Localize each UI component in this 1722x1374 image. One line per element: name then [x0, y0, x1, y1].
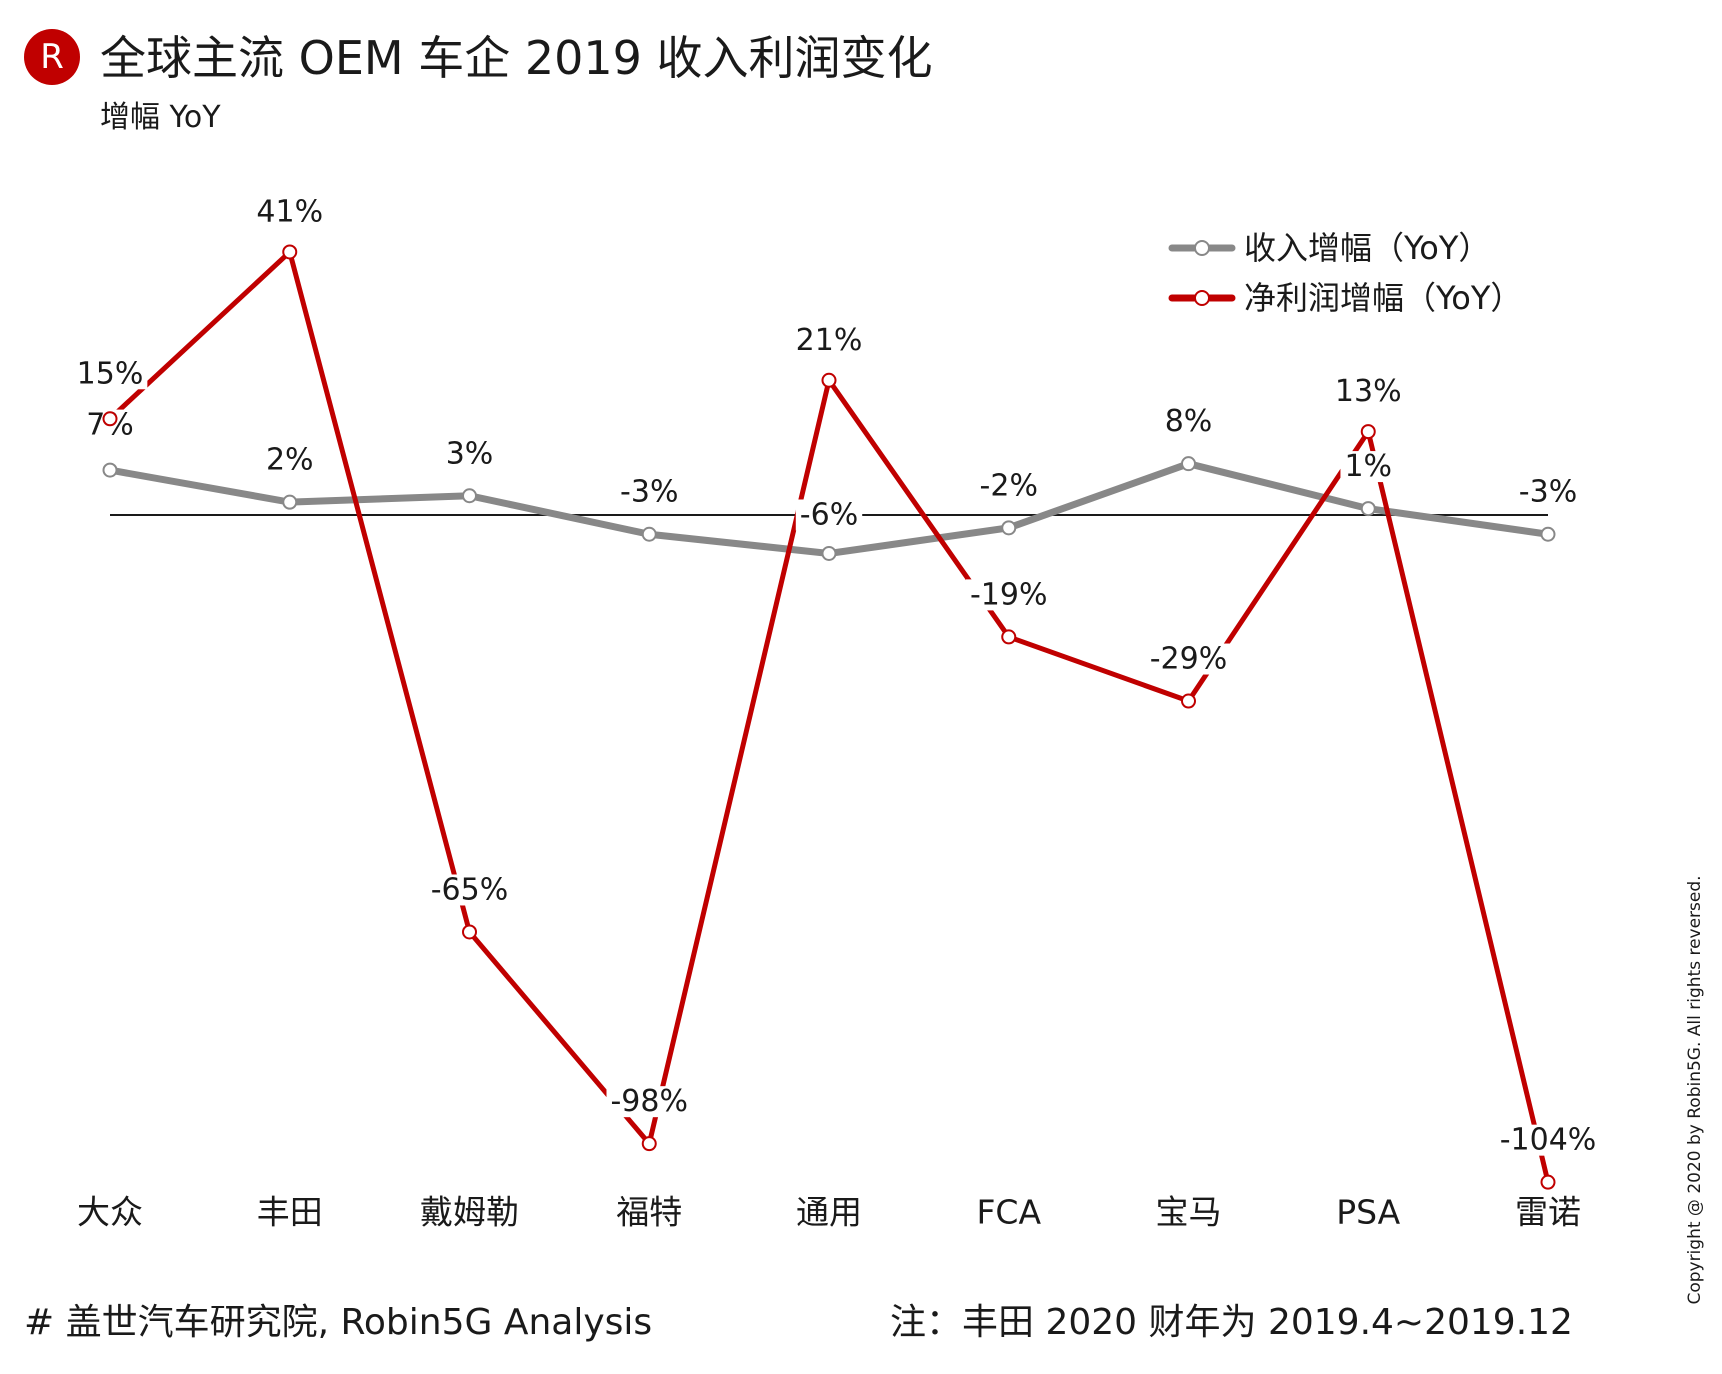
profit-point-1 [282, 244, 298, 260]
profit-label-5: -19% [965, 577, 1052, 612]
x-tick-label: 通用 [796, 1193, 862, 1232]
revenue-label-7: 1% [1340, 449, 1397, 484]
profit-label-0: 15% [72, 356, 148, 391]
data-label: 41% [256, 194, 323, 229]
label-background [441, 438, 498, 470]
revenue-label-1: 2% [261, 443, 318, 478]
profit-point-2 [462, 924, 477, 940]
profit-label-4: 21% [791, 323, 867, 358]
copyright-text: Copyright @ 2020 by Robin5G. All rights … [1685, 875, 1705, 1305]
profit-point-3 [641, 1136, 657, 1152]
data-label: -2% [980, 468, 1038, 503]
revenue-point-4 [821, 545, 837, 561]
legend-item-1: 净利润增幅（YoY） [1168, 279, 1522, 317]
legend-item-0: 收入增幅（YoY） [1168, 229, 1490, 267]
data-label: -3% [1519, 475, 1577, 510]
data-label: 21% [796, 323, 863, 358]
revenue-label-4: -6% [795, 498, 863, 533]
label-background [795, 499, 863, 531]
x-tick-label: 宝马 [1156, 1193, 1222, 1232]
profit-label-6: -29% [1145, 642, 1232, 677]
data-label: -104% [1500, 1123, 1597, 1158]
x-tick-label: 大众 [77, 1193, 143, 1232]
legend-label: 净利润增幅（YoY） [1244, 279, 1522, 317]
profit-label-1: 41% [252, 194, 328, 229]
revenue-point-5 [1001, 520, 1017, 536]
revenue-point-1 [282, 494, 298, 510]
revenue-point-3 [641, 526, 657, 542]
revenue-label-5: -2% [975, 468, 1042, 503]
label-background [1330, 376, 1406, 408]
label-background [1495, 1124, 1601, 1156]
revenue-point-6 [1181, 456, 1196, 472]
x-tick-label: PSA [1336, 1193, 1400, 1232]
data-label: 8% [1165, 404, 1213, 439]
x-tick-label: 福特 [616, 1193, 682, 1232]
profit-point-5 [1001, 629, 1017, 645]
profit-label-2: -65% [426, 872, 513, 907]
profit-label-7: 13% [1330, 374, 1406, 409]
x-tick-label: 雷诺 [1515, 1193, 1581, 1232]
label-background [261, 444, 318, 476]
data-label: 15% [77, 356, 144, 391]
profit-label-3: -98% [606, 1084, 693, 1119]
data-label: 2% [266, 443, 314, 478]
legend-marker-icon [1194, 290, 1210, 306]
data-label: -6% [800, 498, 858, 533]
revenue-point-0 [102, 462, 118, 478]
profit-point-0 [102, 411, 118, 427]
data-label: 3% [446, 436, 494, 471]
data-label: -19% [970, 577, 1048, 612]
revenue-point-7 [1360, 501, 1376, 517]
x-tick-label: FCA [976, 1193, 1041, 1232]
label-background [975, 470, 1042, 502]
revenue-label-6: 8% [1160, 404, 1217, 439]
revenue-label-8: -3% [1514, 475, 1582, 510]
label-background [965, 579, 1052, 611]
revenue-point-8 [1540, 526, 1556, 542]
label-background [426, 874, 513, 906]
revenue-label-2: 3% [441, 436, 498, 471]
revenue-label-3: -3% [616, 475, 683, 510]
data-label: 1% [1344, 449, 1392, 484]
footnote: 注：丰田 2020 财年为 2019.4~2019.12 [890, 1302, 1573, 1343]
profit-label-8: -104% [1495, 1123, 1601, 1158]
data-label: -65% [431, 872, 509, 907]
chart-title: 全球主流 OEM 车企 2019 收入利润变化 [100, 31, 933, 85]
legend-marker-icon [1194, 240, 1210, 256]
source-note: # 盖世汽车研究院, Robin5G Analysis [24, 1302, 653, 1343]
label-background [616, 476, 683, 508]
profit-point-6 [1181, 693, 1196, 709]
label-background [1514, 476, 1582, 508]
label-background [72, 358, 148, 390]
label-background [1160, 406, 1217, 438]
x-tick-label: 丰田 [257, 1193, 323, 1232]
label-background [1340, 451, 1397, 483]
legend-label: 收入增幅（YoY） [1244, 229, 1490, 267]
brand-logo: R [24, 29, 80, 85]
data-label: 13% [1335, 374, 1402, 409]
profit-point-7 [1360, 424, 1376, 440]
label-background [606, 1086, 693, 1118]
data-label: -98% [610, 1084, 688, 1119]
label-background [1145, 643, 1232, 675]
legend: 收入增幅（YoY） 净利润增幅（YoY） [1168, 229, 1522, 317]
profit-point-4 [821, 372, 837, 388]
label-background [791, 324, 867, 356]
chart-subtitle: 增幅 YoY [100, 100, 221, 135]
data-label: -29% [1150, 642, 1228, 677]
revenue-point-2 [462, 488, 477, 504]
label-background [252, 196, 328, 228]
x-tick-label: 戴姆勒 [420, 1193, 519, 1232]
profit-point-8 [1540, 1174, 1556, 1190]
data-label: -3% [620, 475, 678, 510]
